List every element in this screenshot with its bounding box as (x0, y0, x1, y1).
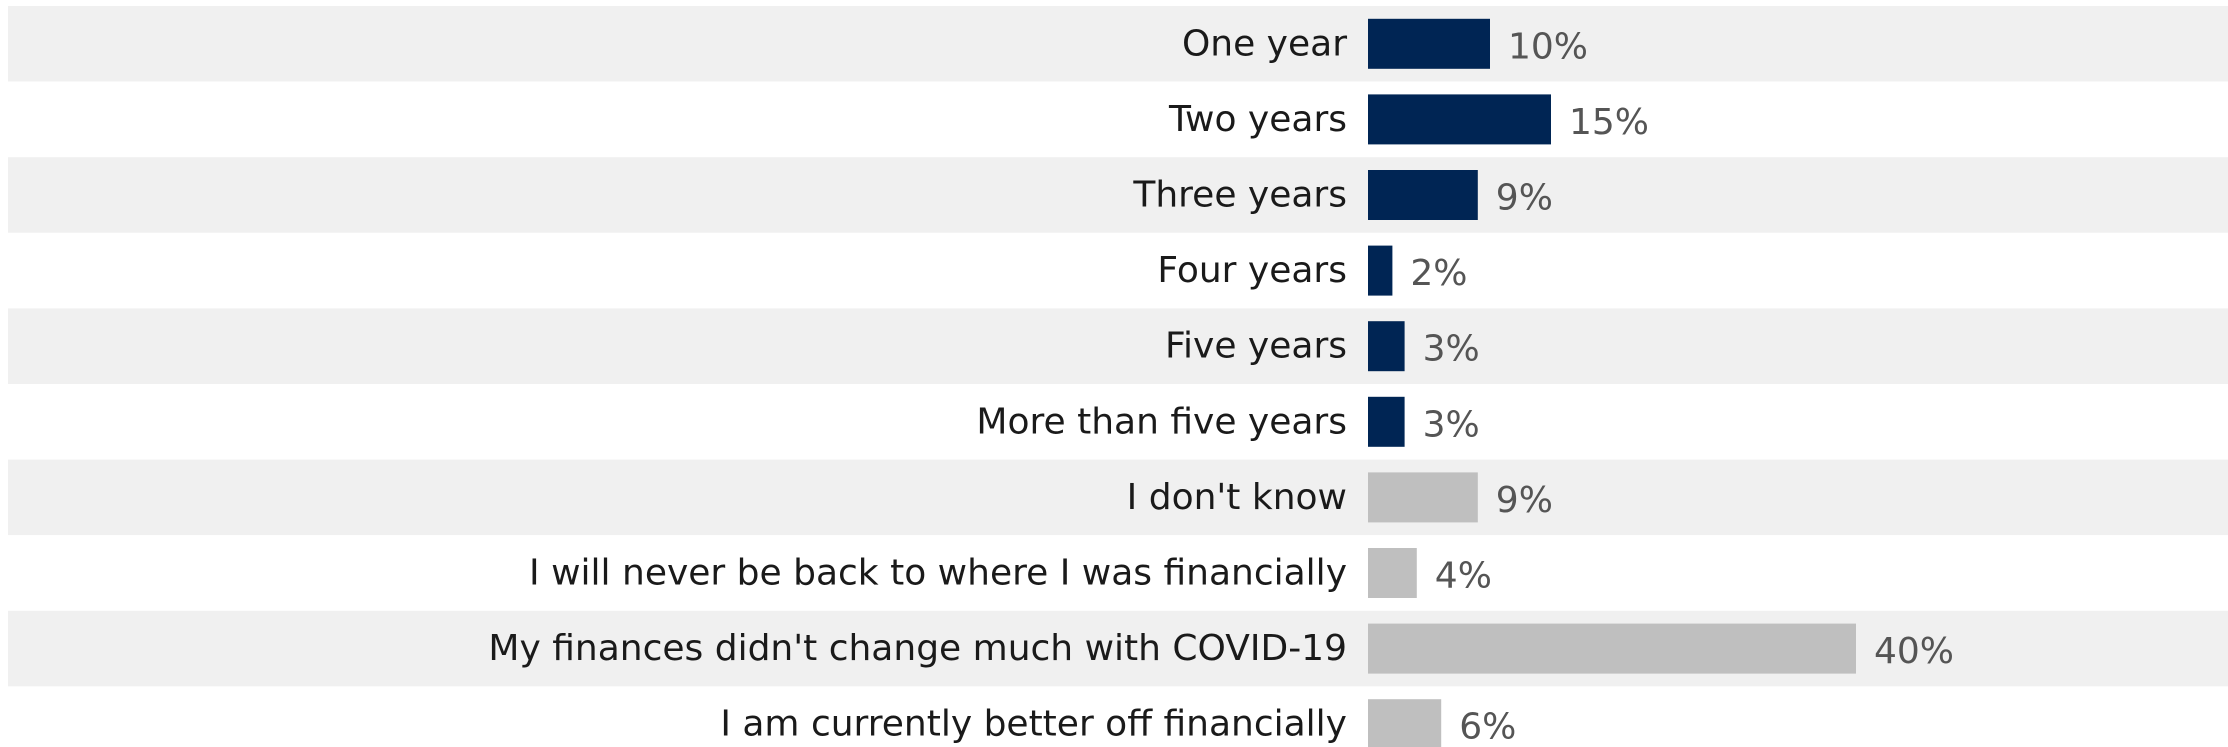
row-band (8, 157, 2228, 233)
value-label: 9% (1496, 480, 1553, 521)
value-labels: 10%15%9%2%3%3%9%4%40%6% (1410, 26, 1954, 747)
bar (1368, 699, 1442, 747)
bar (1368, 18, 1490, 69)
bar (1368, 245, 1393, 296)
value-label: 3% (1423, 404, 1480, 445)
row-band (8, 686, 2228, 747)
bar (1368, 94, 1551, 145)
bars (1368, 18, 1856, 747)
category-label: One year (1182, 23, 1347, 64)
row-band (8, 610, 2228, 687)
value-label: 40% (1874, 631, 1954, 672)
category-label: Four years (1157, 250, 1347, 291)
bar (1368, 321, 1405, 372)
category-labels: One year Two years Three years Four years Fi… (488, 23, 1347, 744)
category-label: I will never be back to where I was fina… (529, 553, 1347, 594)
row-band (8, 232, 2228, 309)
row-band (8, 6, 2228, 82)
value-label: 15% (1569, 102, 1649, 143)
value-label: 4% (1435, 556, 1492, 597)
value-label: 3% (1423, 329, 1480, 370)
category-label: I don't know (1127, 477, 1347, 518)
bar (1368, 472, 1478, 523)
row-band (8, 459, 2228, 536)
category-label: Five years (1165, 326, 1347, 367)
row-band (8, 308, 2228, 384)
row-band (8, 384, 2228, 460)
value-label: 6% (1459, 707, 1516, 747)
category-label: Two years (1168, 99, 1347, 140)
bar (1368, 170, 1478, 220)
category-label: I am currently better off financially (720, 704, 1347, 745)
category-label: More than five years (976, 401, 1347, 442)
row-band (8, 81, 2228, 158)
value-label: 2% (1410, 253, 1467, 294)
category-label: Three years (1132, 175, 1347, 216)
bar (1368, 396, 1405, 447)
row-band (8, 535, 2228, 611)
value-label: 10% (1508, 26, 1588, 67)
value-label: 9% (1496, 178, 1553, 219)
row-bands (8, 6, 2228, 747)
bar (1368, 623, 1856, 674)
category-label: My finances didn't change much with COVI… (488, 628, 1347, 669)
bar (1368, 548, 1417, 598)
